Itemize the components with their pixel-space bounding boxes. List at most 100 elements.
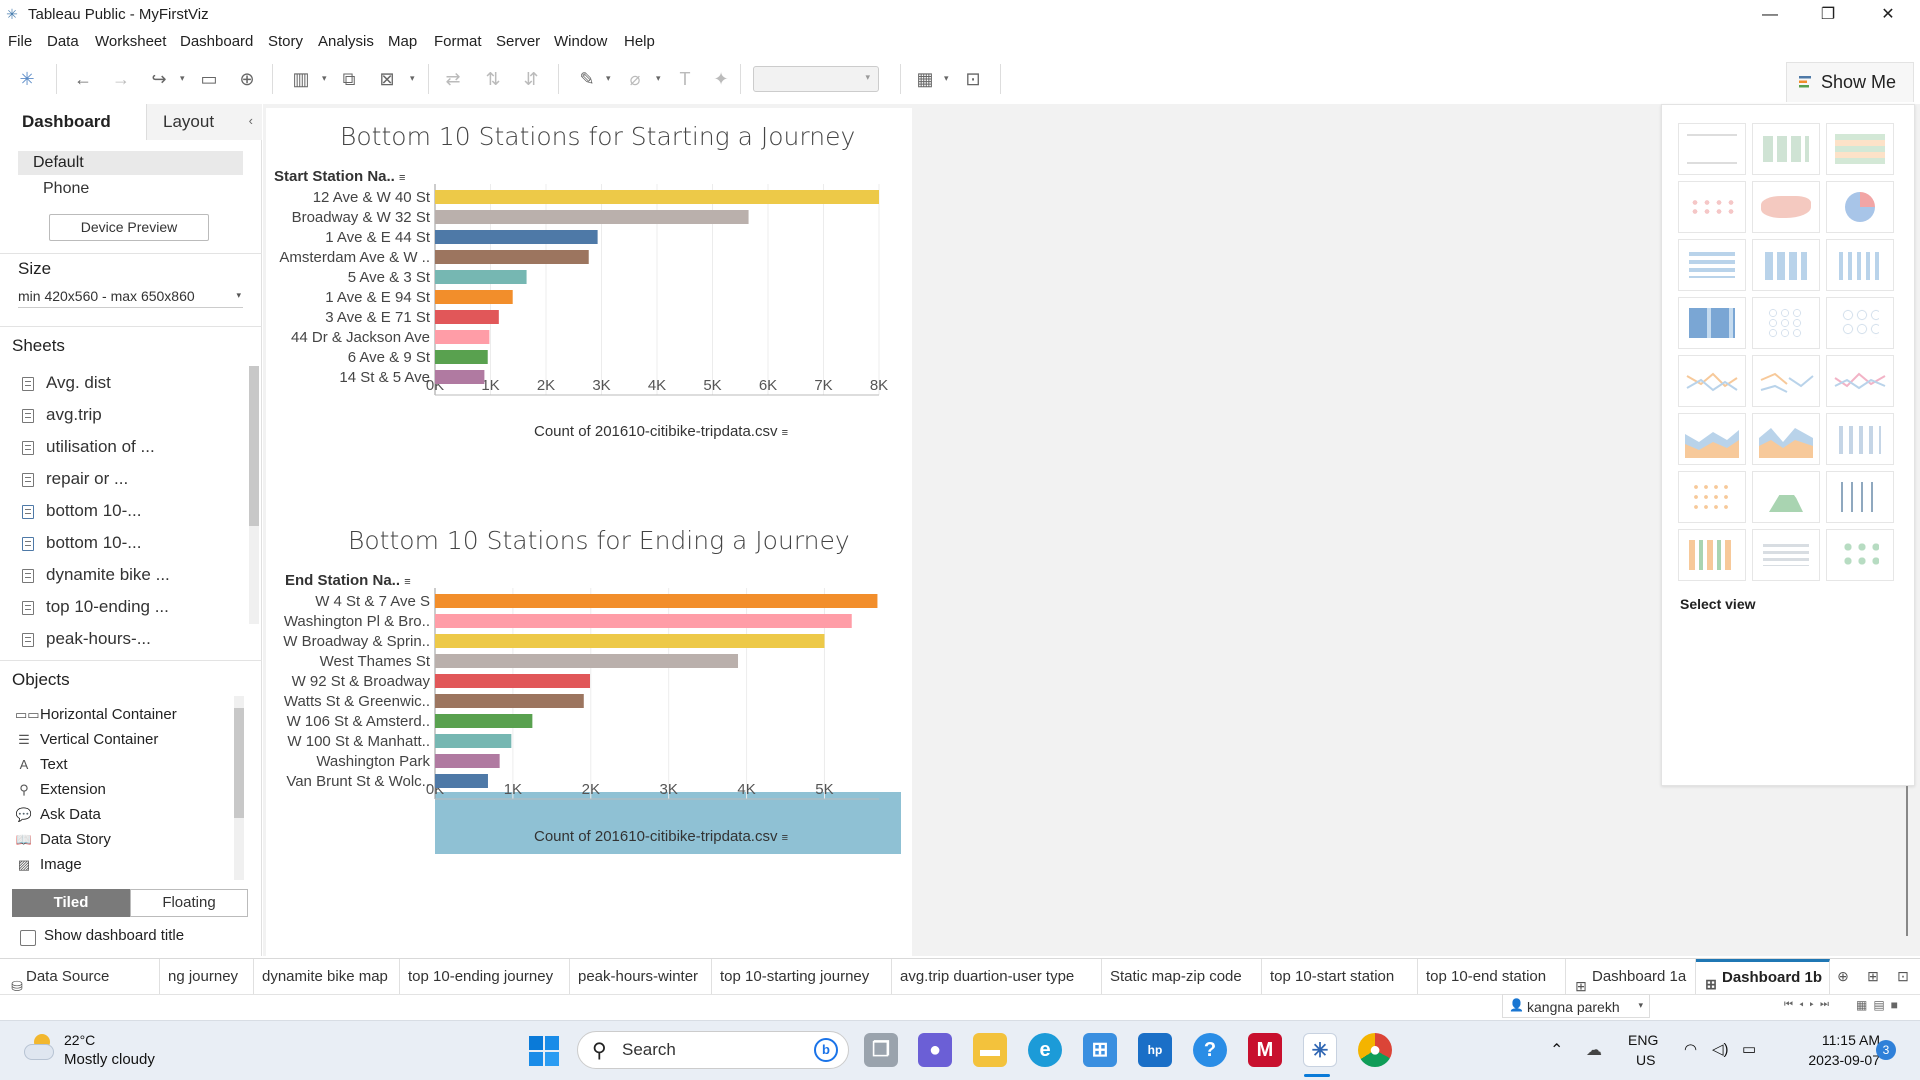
- highlight-dropdown-icon[interactable]: ▾: [606, 73, 611, 83]
- chart-type-heat-map[interactable]: [1752, 123, 1820, 175]
- show-cards-icon[interactable]: ▦: [916, 69, 934, 89]
- menu-file[interactable]: File: [8, 33, 33, 50]
- object-horizontal-container[interactable]: ▭▭ Horizontal Container: [0, 703, 230, 728]
- end-chart-category-label[interactable]: Watts St & Greenwic..: [284, 693, 430, 710]
- chart-type-highlight-table[interactable]: [1826, 123, 1894, 175]
- group-members-icon[interactable]: ⌀: [629, 69, 641, 89]
- redo-icon[interactable]: →: [112, 69, 130, 89]
- start-chart-category-label[interactable]: 1 Ave & E 94 St: [325, 289, 431, 306]
- microsoft-store-icon[interactable]: ⊞: [1083, 1033, 1117, 1067]
- chart-type-box-and-whisker[interactable]: [1826, 471, 1894, 523]
- new-worksheet-dropdown-icon[interactable]: ▾: [322, 73, 327, 83]
- task-view-icon[interactable]: ❐: [864, 1033, 898, 1067]
- start-chart-bar[interactable]: [435, 230, 598, 244]
- show-title-checkbox[interactable]: [20, 930, 36, 946]
- sort-descending-icon[interactable]: ⇵: [523, 69, 539, 89]
- right-scrollbar[interactable]: [1906, 786, 1908, 936]
- object-extension[interactable]: ⚲ Extension: [0, 778, 230, 803]
- sheet-item[interactable]: top 10-ending ...: [0, 592, 250, 624]
- sheet-tab[interactable]: avg.trip duartion-user type: [892, 959, 1102, 995]
- end-chart-bar[interactable]: [435, 674, 591, 688]
- sheet-item[interactable]: dynamite bike ...: [0, 560, 250, 592]
- fit-dropdown[interactable]: ▾: [753, 66, 879, 92]
- size-dropdown[interactable]: min 420x560 - max 650x860 ▾: [18, 286, 243, 308]
- clock-date[interactable]: 2023-09-07: [1808, 1052, 1880, 1068]
- start-chart-category-label[interactable]: 12 Ave & W 40 St: [313, 189, 431, 206]
- undo-icon[interactable]: ←: [74, 69, 92, 89]
- device-phone[interactable]: Phone: [43, 180, 90, 197]
- start-chart-bar[interactable]: [435, 270, 527, 284]
- end-chart-bar[interactable]: [435, 654, 739, 668]
- new-dashboard-tab-icon[interactable]: ⊞: [1867, 968, 1879, 984]
- pin-axes-icon[interactable]: ✦: [713, 69, 729, 89]
- mcafee-icon[interactable]: M: [1248, 1033, 1282, 1067]
- show-mark-labels-icon[interactable]: T: [679, 69, 691, 89]
- myhp-icon[interactable]: hp: [1138, 1033, 1172, 1067]
- chart-type-dual-combination[interactable]: [1826, 413, 1894, 465]
- weather-cloudy-icon[interactable]: [22, 1034, 58, 1062]
- start-chart-category-label[interactable]: 6 Ave & 9 St: [348, 349, 431, 366]
- chevron-up-icon[interactable]: ⌃: [1550, 1042, 1564, 1059]
- object-text[interactable]: A Text: [0, 753, 230, 778]
- end-chart-bar[interactable]: [435, 754, 500, 768]
- sheet-item[interactable]: bottom 10-...: [0, 528, 250, 560]
- sheet-item[interactable]: bottom 10-...: [0, 496, 250, 528]
- start-chart-category-label[interactable]: Broadway & W 32 St: [292, 209, 431, 226]
- highlight-icon[interactable]: ✎: [579, 69, 595, 89]
- chart-type-filled-map[interactable]: [1752, 181, 1820, 233]
- chart-type-side-by-side-bars[interactable]: [1826, 239, 1894, 291]
- volume-icon[interactable]: ◁): [1712, 1041, 1729, 1058]
- notification-badge[interactable]: 3: [1876, 1040, 1896, 1060]
- chart-type-circle-views[interactable]: [1752, 297, 1820, 349]
- new-data-source-icon[interactable]: ⊕: [239, 69, 255, 89]
- start-chart-category-label[interactable]: 1 Ave & E 44 St: [325, 229, 431, 246]
- menu-worksheet[interactable]: Worksheet: [95, 33, 167, 50]
- start-chart-category-label[interactable]: 5 Ave & 3 St: [348, 269, 431, 286]
- weather-description[interactable]: Mostly cloudy: [64, 1051, 155, 1068]
- end-chart-bar[interactable]: [435, 634, 825, 648]
- start-chart-bar[interactable]: [435, 330, 490, 344]
- tiled-button[interactable]: Tiled: [12, 889, 130, 917]
- chart-type-histogram[interactable]: [1752, 471, 1820, 523]
- end-chart-category-label[interactable]: W 4 St & 7 Ave S: [315, 593, 430, 610]
- object-image[interactable]: ▨ Image: [0, 853, 230, 878]
- sheet-tab[interactable]: peak-hours-winter: [570, 959, 712, 995]
- clear-sheet-icon[interactable]: ⊠: [379, 69, 395, 89]
- end-chart-bar[interactable]: [435, 594, 878, 608]
- language-top[interactable]: ENG: [1628, 1032, 1659, 1048]
- chart-type-symbol-map[interactable]: [1678, 181, 1746, 233]
- user-menu[interactable]: 👤 kangna parekh ▾: [1502, 994, 1650, 1018]
- sheet-tab[interactable]: ng journey: [160, 959, 254, 995]
- floating-button[interactable]: Floating: [130, 889, 248, 917]
- chart-type-treemap[interactable]: [1678, 297, 1746, 349]
- battery-icon[interactable]: ▭: [1742, 1041, 1757, 1058]
- end-chart-category-label[interactable]: West Thames St: [320, 653, 431, 670]
- start-chart-category-label[interactable]: 44 Dr & Jackson Ave: [291, 329, 430, 346]
- restore-icon[interactable]: ❐: [1820, 6, 1836, 23]
- start-chart-bar[interactable]: [435, 350, 488, 364]
- end-chart-category-label[interactable]: Washington Pl & Bro..: [284, 613, 430, 630]
- objects-scroll-thumb[interactable]: [234, 708, 244, 818]
- chart-type-scatter-plot[interactable]: [1678, 471, 1746, 523]
- get-help-icon[interactable]: ?: [1193, 1033, 1227, 1067]
- sheet-item[interactable]: avg.trip: [0, 400, 250, 432]
- end-chart-bar[interactable]: [435, 734, 512, 748]
- end-chart-category-label[interactable]: Van Brunt St & Wolc..: [286, 773, 430, 790]
- chart-type-side-by-side-circles[interactable]: [1826, 297, 1894, 349]
- clear-sheet-dropdown-icon[interactable]: ▾: [410, 73, 415, 83]
- group-dropdown-icon[interactable]: ▾: [656, 73, 661, 83]
- chart-type-continuous-lines[interactable]: [1678, 355, 1746, 407]
- end-chart-category-label[interactable]: W 92 St & Broadway: [292, 673, 431, 690]
- sheet-tab[interactable]: top 10-end station: [1418, 959, 1566, 995]
- sheet-tab[interactable]: dynamite bike map: [254, 959, 400, 995]
- chart-type-packed-bubbles[interactable]: [1826, 529, 1894, 581]
- chart-type-area-continuous[interactable]: [1678, 413, 1746, 465]
- chart-type-horizontal-bars[interactable]: [1678, 239, 1746, 291]
- view-mode-icons[interactable]: ▦▤■: [1856, 998, 1904, 1012]
- start-chart-bar[interactable]: [435, 190, 879, 204]
- file-explorer-icon[interactable]: ▬: [973, 1033, 1007, 1067]
- collapse-panel-icon[interactable]: ‹: [248, 113, 253, 128]
- swap-axes-icon[interactable]: ⇄: [445, 69, 461, 89]
- sheet-navigation-icons[interactable]: ⏮◂▸⏭: [1784, 999, 1836, 1010]
- teams-chat-icon[interactable]: ●: [918, 1033, 952, 1067]
